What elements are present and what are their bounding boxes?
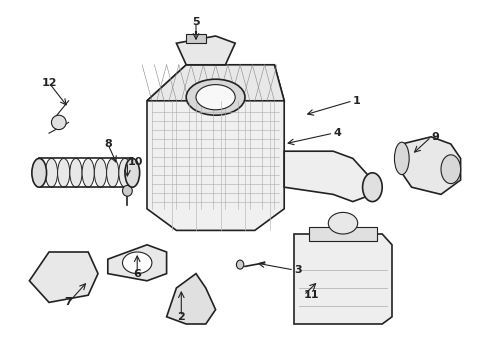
Text: 1: 1 <box>353 96 361 106</box>
Polygon shape <box>167 274 216 324</box>
Ellipse shape <box>328 212 358 234</box>
Ellipse shape <box>46 158 58 187</box>
Text: 2: 2 <box>177 312 185 322</box>
Text: 8: 8 <box>104 139 112 149</box>
Ellipse shape <box>107 158 119 187</box>
Polygon shape <box>29 252 98 302</box>
Text: 10: 10 <box>127 157 143 167</box>
Bar <box>186 34 206 43</box>
Ellipse shape <box>119 158 131 187</box>
Ellipse shape <box>33 158 45 187</box>
Ellipse shape <box>58 158 70 187</box>
Text: 7: 7 <box>65 297 73 307</box>
Ellipse shape <box>51 115 66 130</box>
Polygon shape <box>284 151 372 202</box>
Ellipse shape <box>125 158 140 187</box>
Polygon shape <box>176 36 235 65</box>
Polygon shape <box>402 137 461 194</box>
Ellipse shape <box>70 158 82 187</box>
Ellipse shape <box>236 260 244 269</box>
Ellipse shape <box>32 158 47 187</box>
Ellipse shape <box>441 155 461 184</box>
Text: 6: 6 <box>133 269 141 279</box>
Polygon shape <box>147 65 284 230</box>
Ellipse shape <box>363 173 382 202</box>
Text: 3: 3 <box>294 265 302 275</box>
Polygon shape <box>294 234 392 324</box>
Ellipse shape <box>122 185 132 196</box>
Ellipse shape <box>95 158 107 187</box>
Ellipse shape <box>196 85 235 110</box>
Ellipse shape <box>82 158 95 187</box>
Polygon shape <box>147 65 284 101</box>
Text: 4: 4 <box>333 128 341 138</box>
Ellipse shape <box>122 252 152 274</box>
Ellipse shape <box>186 79 245 115</box>
Bar <box>309 227 377 241</box>
Text: 5: 5 <box>192 17 200 27</box>
Text: 11: 11 <box>304 290 319 300</box>
Text: 12: 12 <box>41 78 57 88</box>
Ellipse shape <box>394 142 409 175</box>
Text: 9: 9 <box>431 132 439 142</box>
Polygon shape <box>108 245 167 281</box>
